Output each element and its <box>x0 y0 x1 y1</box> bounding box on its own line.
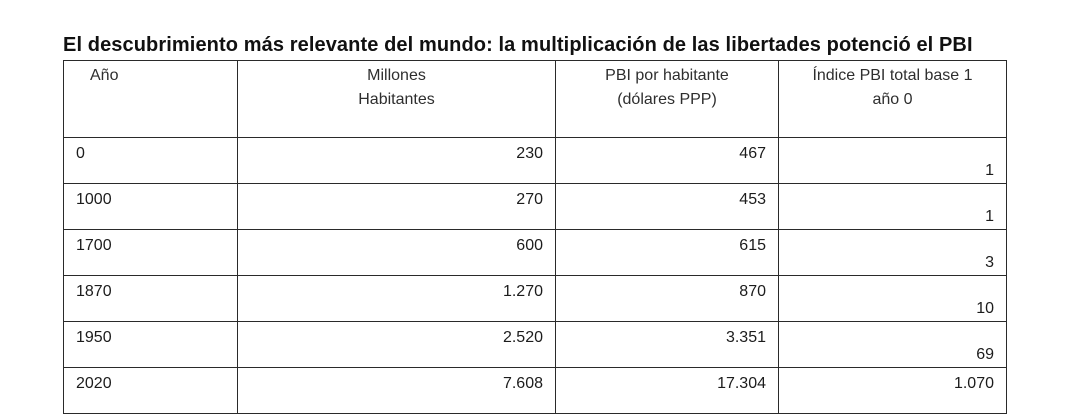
gdp-per-capita-cell: 453 <box>555 183 779 230</box>
table-row: 1950 2.520 3.351 69 <box>63 321 1007 368</box>
gdp-per-capita-cell: 3.351 <box>555 321 779 368</box>
population-cell: 230 <box>237 137 556 184</box>
year-cell: 1000 <box>63 183 238 230</box>
column-header-gdp-per-capita: PBI por habitante (dólares PPP) <box>555 60 779 138</box>
gdp-per-capita-cell: 615 <box>555 229 779 276</box>
gdp-per-capita-cell: 467 <box>555 137 779 184</box>
year-cell: 2020 <box>63 367 238 414</box>
table-row: 1000 270 453 1 <box>63 183 1007 230</box>
population-cell: 1.270 <box>237 275 556 322</box>
column-header-year: Año <box>63 60 238 138</box>
gdp-index-cell: 1 <box>778 137 1007 184</box>
gdp-per-capita-cell: 17.304 <box>555 367 779 414</box>
table-title: El descubrimiento más relevante del mund… <box>63 34 973 56</box>
gdp-per-capita-cell: 870 <box>555 275 779 322</box>
table-row: 0 230 467 1 <box>63 137 1007 184</box>
column-header-year-label: Año <box>90 67 119 84</box>
column-header-population-line1: Millones <box>367 67 426 84</box>
gdp-index-cell: 1.070 <box>778 367 1007 414</box>
population-cell: 270 <box>237 183 556 230</box>
column-header-population-line2: Habitantes <box>358 91 435 108</box>
column-header-gdp-per-capita-line1: PBI por habitante <box>605 67 729 84</box>
column-header-gdp-index-line1: Índice PBI total base 1 <box>812 67 973 84</box>
year-cell: 1870 <box>63 275 238 322</box>
population-cell: 2.520 <box>237 321 556 368</box>
population-cell: 7.608 <box>237 367 556 414</box>
year-cell: 1950 <box>63 321 238 368</box>
column-header-gdp-index: Índice PBI total base 1 año 0 <box>778 60 1007 138</box>
table-row: 1870 1.270 870 10 <box>63 275 1007 322</box>
column-header-population: Millones Habitantes <box>237 60 556 138</box>
population-cell: 600 <box>237 229 556 276</box>
gdp-history-table: Año Millones Habitantes PBI por habitant… <box>63 60 1007 414</box>
column-header-gdp-index-line2: año 0 <box>872 91 913 108</box>
gdp-index-cell: 69 <box>778 321 1007 368</box>
gdp-index-cell: 3 <box>778 229 1007 276</box>
gdp-index-cell: 10 <box>778 275 1007 322</box>
table-row: 1700 600 615 3 <box>63 229 1007 276</box>
header-row: Año Millones Habitantes PBI por habitant… <box>63 60 1007 138</box>
table-row: 2020 7.608 17.304 1.070 <box>63 367 1007 414</box>
column-header-gdp-per-capita-line2: (dólares PPP) <box>617 91 717 108</box>
gdp-index-cell: 1 <box>778 183 1007 230</box>
year-cell: 0 <box>63 137 238 184</box>
year-cell: 1700 <box>63 229 238 276</box>
